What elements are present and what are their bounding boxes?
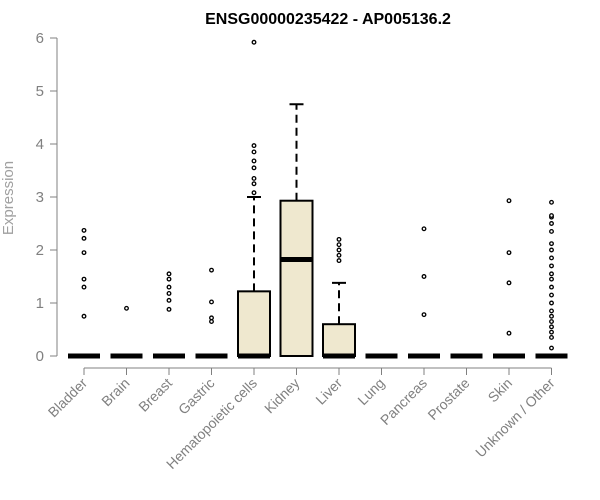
- outlier-4-0: [251, 190, 257, 196]
- outlier-11-0: [549, 345, 554, 351]
- outlier-6-0: [336, 258, 342, 264]
- y-tick-label-4: 4: [36, 136, 44, 153]
- outlier-4-5: [251, 149, 257, 155]
- plot-area: [68, 39, 568, 359]
- x-tick-label-11: Unknown / Other: [472, 375, 558, 461]
- box-group-4: [237, 39, 271, 359]
- box-group-10: [493, 198, 525, 359]
- outlier-4-3: [251, 165, 257, 171]
- box-group-6: [322, 236, 356, 359]
- y-tick-label-3: 3: [36, 189, 44, 206]
- outlier-3-0: [209, 319, 214, 324]
- outlier-11-10: [549, 276, 554, 282]
- x-tick-label-8: Pancreas: [377, 375, 430, 428]
- y-axis-label: Expression: [0, 161, 17, 235]
- outlier-11-15: [549, 241, 554, 247]
- box-4: [237, 290, 271, 357]
- outlier-1-0: [124, 305, 129, 311]
- box-group-11: [535, 199, 568, 359]
- outlier-10-0: [506, 330, 512, 336]
- outlier-6-2: [336, 247, 342, 253]
- outlier-4-7: [251, 39, 257, 45]
- outlier-11-6: [549, 308, 554, 314]
- outlier-3-3: [209, 267, 214, 273]
- outlier-2-1: [166, 297, 172, 303]
- box-6: [322, 323, 356, 358]
- outlier-10-1: [506, 280, 512, 286]
- x-tick-label-6: Liver: [312, 375, 345, 408]
- y-axis: 0 1 2 3 4 5 6: [36, 30, 58, 365]
- outlier-11-1: [549, 335, 554, 340]
- outlier-11-7: [549, 300, 554, 306]
- outlier-10-3: [506, 198, 512, 204]
- outlier-11-4: [549, 319, 554, 324]
- box-group-1: [110, 305, 143, 359]
- outlier-10-2: [506, 250, 512, 256]
- outlier-0-1: [81, 284, 87, 290]
- outlier-4-2: [251, 175, 257, 181]
- x-tick-label-7: Lung: [354, 375, 387, 408]
- box-group-3: [195, 267, 228, 359]
- outlier-8-2: [421, 226, 427, 232]
- y-tick-label-2: 2: [36, 242, 44, 259]
- outlier-0-5: [81, 227, 87, 233]
- outlier-11-13: [549, 255, 554, 261]
- box-5: [279, 199, 314, 357]
- outlier-11-2: [549, 329, 554, 335]
- outlier-6-3: [336, 242, 342, 248]
- x-tick-label-0: Bladder: [45, 375, 91, 421]
- outlier-11-20: [549, 199, 554, 205]
- x-tick-label-5: Kidney: [261, 375, 303, 417]
- outlier-3-2: [209, 299, 214, 305]
- outlier-11-19: [549, 213, 554, 218]
- outlier-11-17: [549, 221, 554, 226]
- outlier-4-4: [251, 158, 257, 164]
- outlier-11-11: [549, 271, 554, 277]
- outlier-11-9: [549, 284, 554, 290]
- outlier-2-0: [166, 306, 172, 312]
- outlier-8-0: [421, 312, 427, 318]
- y-tick-label-0: 0: [36, 348, 44, 365]
- outlier-3-1: [209, 315, 214, 321]
- x-tick-label-1: Brain: [98, 375, 132, 409]
- outlier-11-8: [549, 292, 554, 298]
- outlier-11-5: [549, 313, 554, 319]
- outlier-11-3: [549, 324, 554, 330]
- outlier-11-14: [549, 247, 554, 253]
- outlier-0-3: [81, 250, 87, 256]
- y-tick-label-1: 1: [36, 295, 44, 312]
- outlier-4-6: [251, 143, 257, 149]
- outlier-2-4: [166, 276, 172, 282]
- box-group-2: [153, 271, 185, 359]
- y-tick-label-6: 6: [36, 30, 44, 47]
- outlier-2-5: [166, 271, 172, 277]
- outlier-11-12: [549, 263, 554, 269]
- x-tick-label-2: Breast: [135, 375, 175, 415]
- outlier-11-16: [549, 228, 554, 234]
- outlier-6-4: [336, 236, 342, 242]
- y-tick-label-5: 5: [36, 83, 44, 100]
- outlier-4-1: [251, 181, 257, 187]
- x-tick-label-10: Skin: [485, 375, 516, 406]
- outlier-2-3: [166, 284, 172, 290]
- box-group-5: [279, 103, 314, 357]
- box-group-0: [68, 227, 100, 359]
- box-group-8: [408, 226, 440, 359]
- outlier-0-0: [81, 313, 87, 319]
- chart-title: ENSG00000235422 - AP005136.2: [205, 11, 451, 28]
- x-tick-label-9: Prostate: [424, 375, 472, 423]
- outlier-0-4: [81, 235, 87, 241]
- outlier-2-2: [166, 291, 172, 296]
- outlier-6-1: [336, 252, 342, 258]
- outlier-0-2: [81, 276, 87, 282]
- outlier-8-1: [421, 274, 427, 279]
